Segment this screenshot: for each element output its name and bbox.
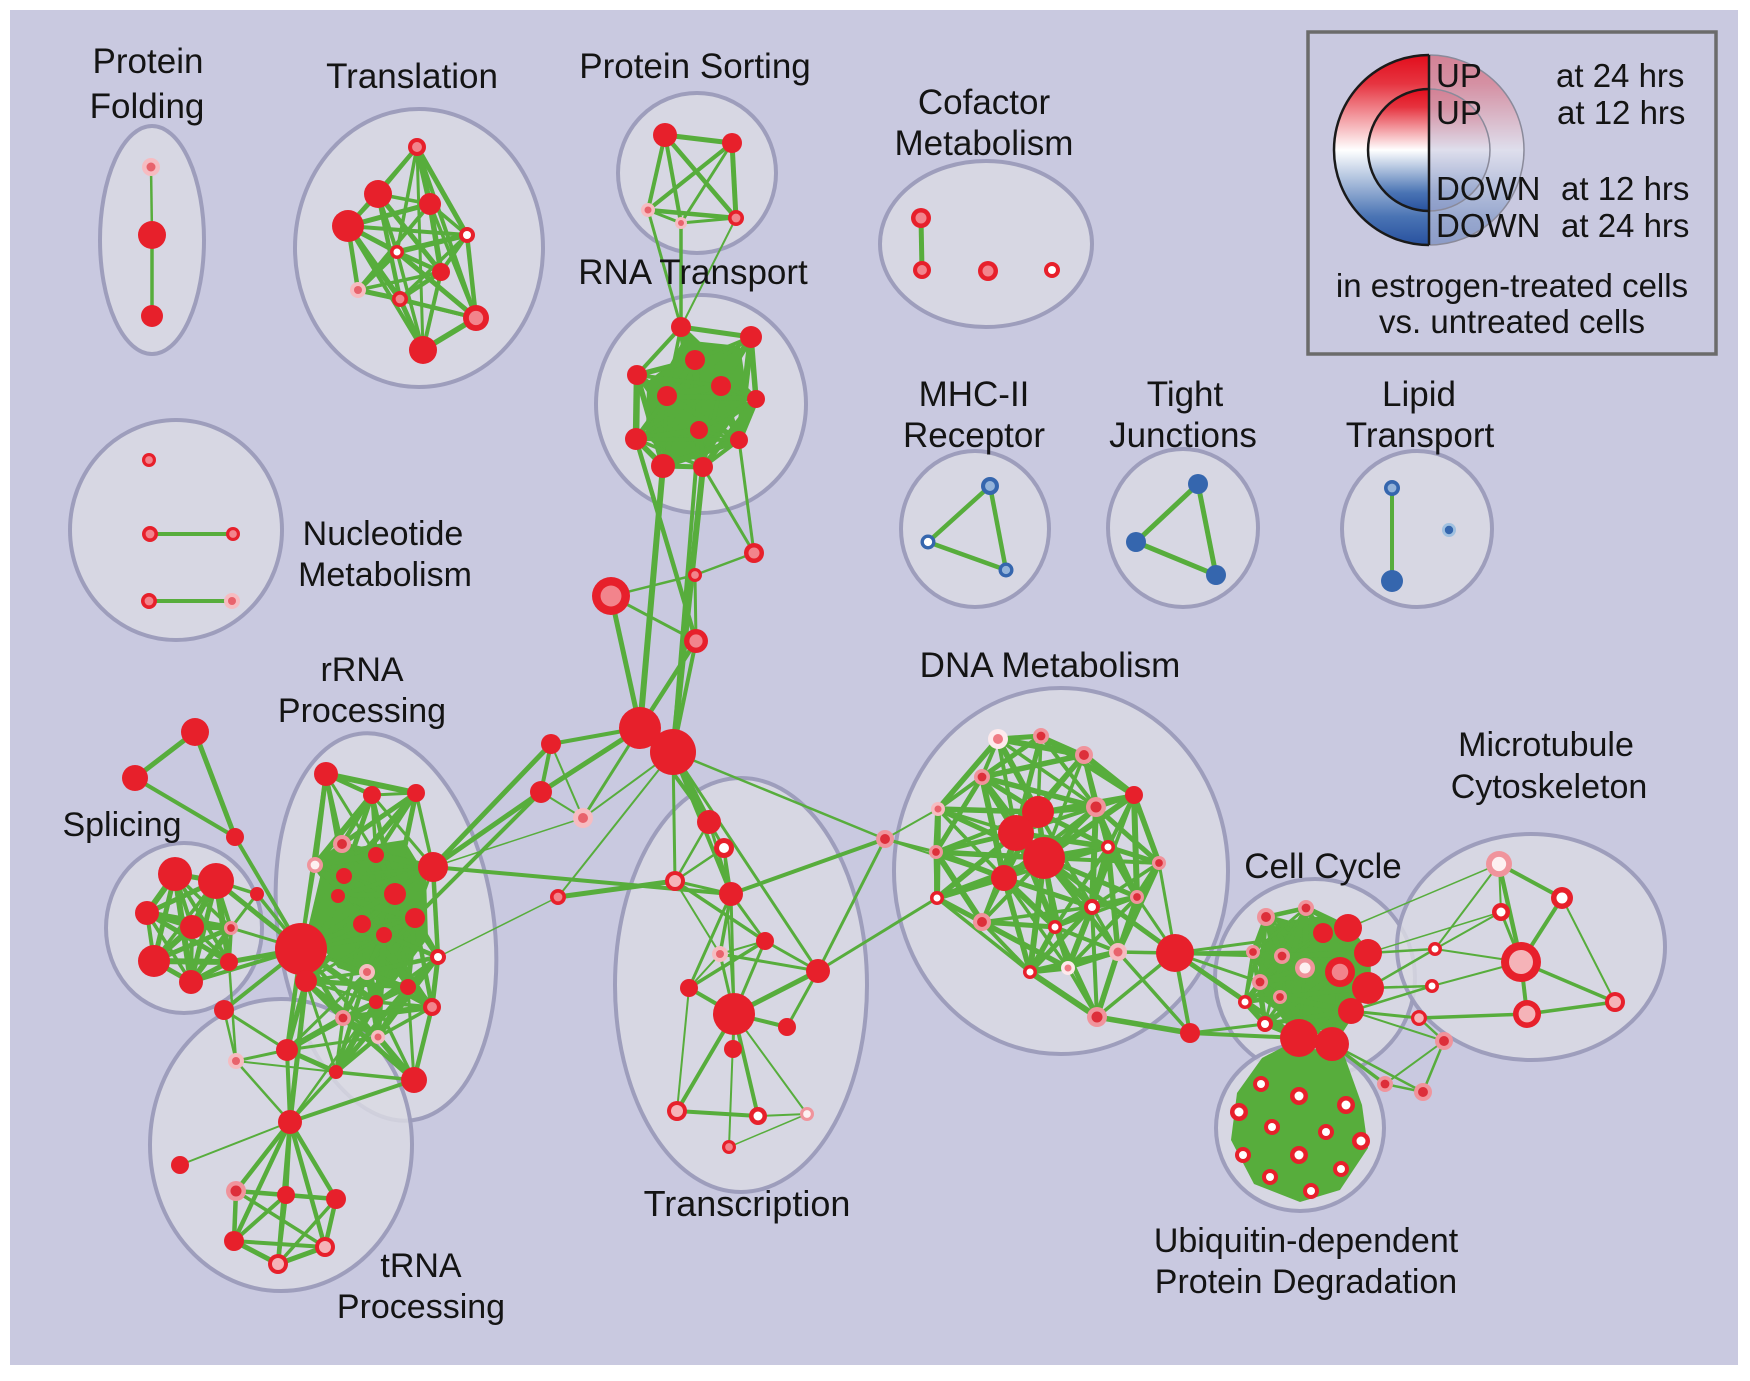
svg-text:DOWN: DOWN xyxy=(1436,170,1540,207)
svg-text:DOWN: DOWN xyxy=(1436,207,1540,244)
svg-text:Translation: Translation xyxy=(326,57,498,96)
svg-text:Transport: Transport xyxy=(1346,416,1495,455)
svg-text:vs. untreated cells: vs. untreated cells xyxy=(1379,303,1645,340)
svg-text:RNA Transport: RNA Transport xyxy=(578,253,808,292)
svg-text:Ubiquitin-dependent: Ubiquitin-dependent xyxy=(1154,1222,1459,1260)
svg-text:Folding: Folding xyxy=(90,87,205,126)
svg-text:at 24 hrs: at 24 hrs xyxy=(1556,57,1684,94)
svg-text:Junctions: Junctions xyxy=(1109,416,1257,455)
svg-text:at 12 hrs: at 12 hrs xyxy=(1557,94,1685,131)
svg-text:Cofactor: Cofactor xyxy=(918,83,1051,122)
svg-text:rRNA: rRNA xyxy=(320,651,403,689)
svg-text:UP: UP xyxy=(1436,94,1482,131)
svg-text:Nucleotide: Nucleotide xyxy=(303,515,464,553)
svg-text:at 12 hrs: at 12 hrs xyxy=(1561,170,1689,207)
svg-text:Cell Cycle: Cell Cycle xyxy=(1244,847,1402,886)
svg-text:MHC-II: MHC-II xyxy=(919,375,1030,414)
svg-text:Processing: Processing xyxy=(337,1288,505,1326)
svg-text:tRNA: tRNA xyxy=(380,1247,462,1285)
svg-text:Transcription: Transcription xyxy=(644,1183,851,1224)
svg-text:Lipid: Lipid xyxy=(1382,375,1456,414)
svg-text:in estrogen-treated cells: in estrogen-treated cells xyxy=(1336,267,1688,304)
svg-text:Receptor: Receptor xyxy=(903,416,1045,455)
svg-text:Tight: Tight xyxy=(1147,375,1224,414)
svg-text:at 24 hrs: at 24 hrs xyxy=(1561,207,1689,244)
svg-text:Metabolism: Metabolism xyxy=(298,556,472,594)
svg-text:UP: UP xyxy=(1436,57,1482,94)
svg-text:Protein Degradation: Protein Degradation xyxy=(1155,1263,1457,1301)
svg-text:Splicing: Splicing xyxy=(62,806,181,844)
svg-text:DNA Metabolism: DNA Metabolism xyxy=(920,646,1181,685)
svg-text:Protein Sorting: Protein Sorting xyxy=(579,47,811,86)
svg-text:Metabolism: Metabolism xyxy=(895,124,1074,163)
svg-text:Microtubule: Microtubule xyxy=(1458,726,1634,764)
svg-text:Cytoskeleton: Cytoskeleton xyxy=(1451,768,1648,806)
svg-text:Protein: Protein xyxy=(93,42,204,81)
svg-text:Processing: Processing xyxy=(278,692,446,730)
